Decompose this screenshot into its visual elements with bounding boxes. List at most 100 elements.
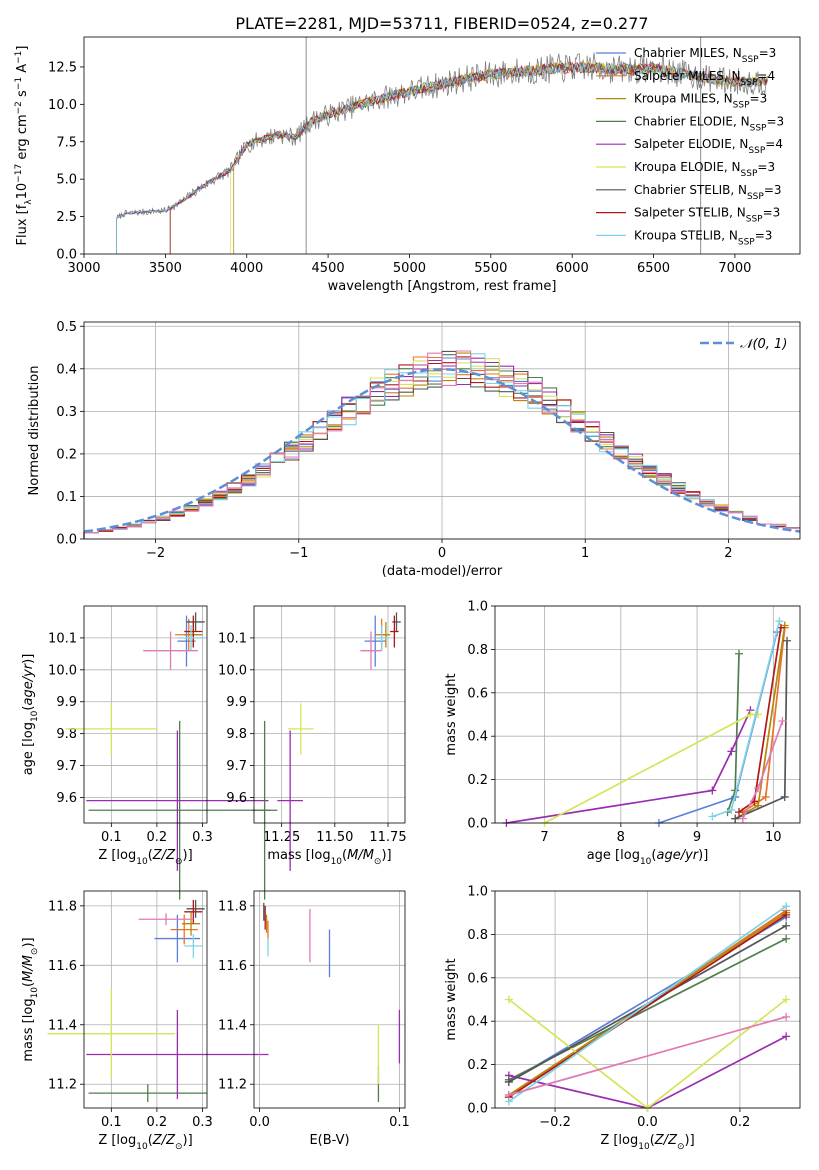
- legend-label: Salpeter ELODIE, NSSP=4: [634, 137, 783, 156]
- residual-histogram: [83, 350, 800, 539]
- plot-area: [116, 37, 768, 254]
- legend-label-part: SSP: [741, 169, 758, 179]
- legend-label: Chabrier ELODIE, NSSP=3: [634, 114, 784, 133]
- legend-label-part: Chabrier ELODIE, N: [634, 114, 750, 128]
- y-tick-label: 2.5: [56, 210, 77, 225]
- x-tick-label: 4000: [230, 261, 263, 276]
- legend-label: 𝒩(0, 1): [740, 337, 787, 352]
- legend-label-part: =3: [755, 228, 773, 242]
- y-axis-label-part: 10: [15, 183, 30, 200]
- legend-label-part: SSP: [748, 146, 765, 156]
- x-axis-label-part: )]: [381, 848, 391, 863]
- y-tick-label: 9.6: [226, 791, 247, 806]
- y-tick-label: 11.4: [218, 1018, 247, 1033]
- y-tick-label: 0.4: [56, 362, 77, 377]
- y-tick-label: 0.4: [467, 1015, 488, 1030]
- y-axis-label-part: s: [15, 90, 30, 101]
- y-tick-label: 0.2: [467, 1058, 488, 1073]
- x-tick-label: 0.1: [101, 830, 122, 845]
- weight-point-marker: [727, 805, 736, 814]
- weight-point-marker: [746, 710, 755, 719]
- y-axis-label-part: A: [15, 64, 30, 77]
- y-axis-label-part: −1: [14, 51, 24, 64]
- y-axis-label-part: mass weight: [444, 958, 459, 1040]
- x-axis-label-part: 10: [331, 857, 343, 867]
- panel-spectrum: 3000 3500 4000 4500 5000 5500 6000 6500 7000 0.0 2…: [14, 36, 801, 294]
- y-axis-label-part: 10: [30, 987, 40, 999]
- weight-point-marker: [775, 617, 784, 626]
- x-axis-label-part: wavelength [Angstrom, rest frame]: [328, 279, 557, 294]
- weight-point-marker: [782, 902, 791, 911]
- y-tick-label: 0.0: [467, 817, 488, 832]
- y-tick-label: 0.3: [56, 405, 77, 420]
- y-axis-label-part: −2: [14, 101, 24, 114]
- legend-label-part: SSP: [742, 55, 759, 65]
- weight-point-marker: [782, 921, 791, 930]
- y-axis-label-part: ]: [15, 46, 30, 51]
- y-tick-label: 11.8: [218, 899, 247, 914]
- plot-area: [65, 612, 271, 900]
- axes-frame: [494, 605, 801, 824]
- axes-frame: [83, 605, 208, 824]
- y-tick-label: 0.2: [56, 447, 77, 462]
- legend-label-part: Salpeter MILES, N: [634, 69, 741, 83]
- legend: 𝒩(0, 1): [700, 337, 787, 352]
- y-axis-label-part: −17: [14, 164, 24, 183]
- y-tick-label: 0.6: [467, 686, 488, 701]
- weight-point-marker: [782, 910, 791, 919]
- legend-label: Chabrier STELIB, NSSP=3: [634, 183, 782, 202]
- y-tick-label: 7.5: [56, 135, 77, 150]
- y-tick-label: 0.8: [467, 643, 488, 658]
- x-tick-label: 0.0: [637, 1115, 658, 1130]
- legend-label-part: Salpeter STELIB, N: [634, 206, 746, 220]
- x-axis-label-part: ⊙: [374, 857, 382, 867]
- y-tick-label: 10.1: [218, 631, 247, 646]
- legend-label-part: =4: [757, 69, 775, 83]
- x-tick-label: 6500: [637, 261, 670, 276]
- x-axis-label-part: ⊙: [677, 1142, 685, 1152]
- y-tick-label: 0.2: [467, 773, 488, 788]
- x-axis-label: E(B-V): [309, 1133, 349, 1148]
- plot-area: [47, 899, 269, 1103]
- x-tick-label: −1: [289, 546, 308, 561]
- legend-label: Kroupa STELIB, NSSP=3: [634, 228, 772, 247]
- x-tick-label: 0.2: [730, 1115, 751, 1130]
- y-axis-label-part: (: [21, 706, 36, 711]
- y-tick-label: 10.0: [218, 663, 247, 678]
- x-tick-label: 0: [438, 546, 446, 561]
- x-axis-label-part: )]: [698, 848, 708, 863]
- x-tick-label: 10: [765, 830, 782, 845]
- y-tick-label: 12.5: [48, 60, 77, 75]
- y-tick-label: 10.0: [48, 663, 77, 678]
- weight-series-line: [742, 627, 786, 813]
- x-axis-label-part: (: [148, 1133, 153, 1148]
- x-axis-label: mass [log10(M/M⊙)]: [267, 848, 391, 867]
- x-axis-label: (data-model)/error: [382, 564, 503, 579]
- x-tick-label: 0.0: [249, 1115, 270, 1130]
- legend-label-part: =3: [763, 206, 781, 220]
- axes-frame: [83, 321, 801, 540]
- weight-point-marker: [738, 814, 747, 823]
- y-tick-label: 0.0: [56, 533, 77, 548]
- legend-label-part: =3: [757, 160, 775, 174]
- weight-series-line: [508, 914, 787, 1098]
- weight-series-line: [508, 1016, 787, 1096]
- x-tick-label: 7: [540, 830, 548, 845]
- legend-label-part: SSP: [741, 78, 758, 88]
- weight-point-marker: [731, 814, 740, 823]
- x-axis-label-part: Z/Z: [654, 1133, 678, 1148]
- normal-curve: [83, 368, 801, 533]
- legend-label-part: =3: [766, 114, 784, 128]
- spectrum-model-line: [116, 61, 768, 254]
- y-tick-label: 10.1: [48, 631, 77, 646]
- x-tick-label: 1: [581, 546, 589, 561]
- weight-point-marker: [504, 995, 513, 1004]
- weight-point-marker: [778, 717, 787, 726]
- x-axis-label-part: ⊙: [175, 857, 183, 867]
- y-axis-label-part: (: [21, 982, 36, 987]
- y-tick-label: 11.6: [218, 959, 247, 974]
- weight-point-marker: [708, 786, 717, 795]
- y-tick-label: 0.0: [56, 248, 77, 263]
- y-axis-label-part: λ: [24, 199, 34, 205]
